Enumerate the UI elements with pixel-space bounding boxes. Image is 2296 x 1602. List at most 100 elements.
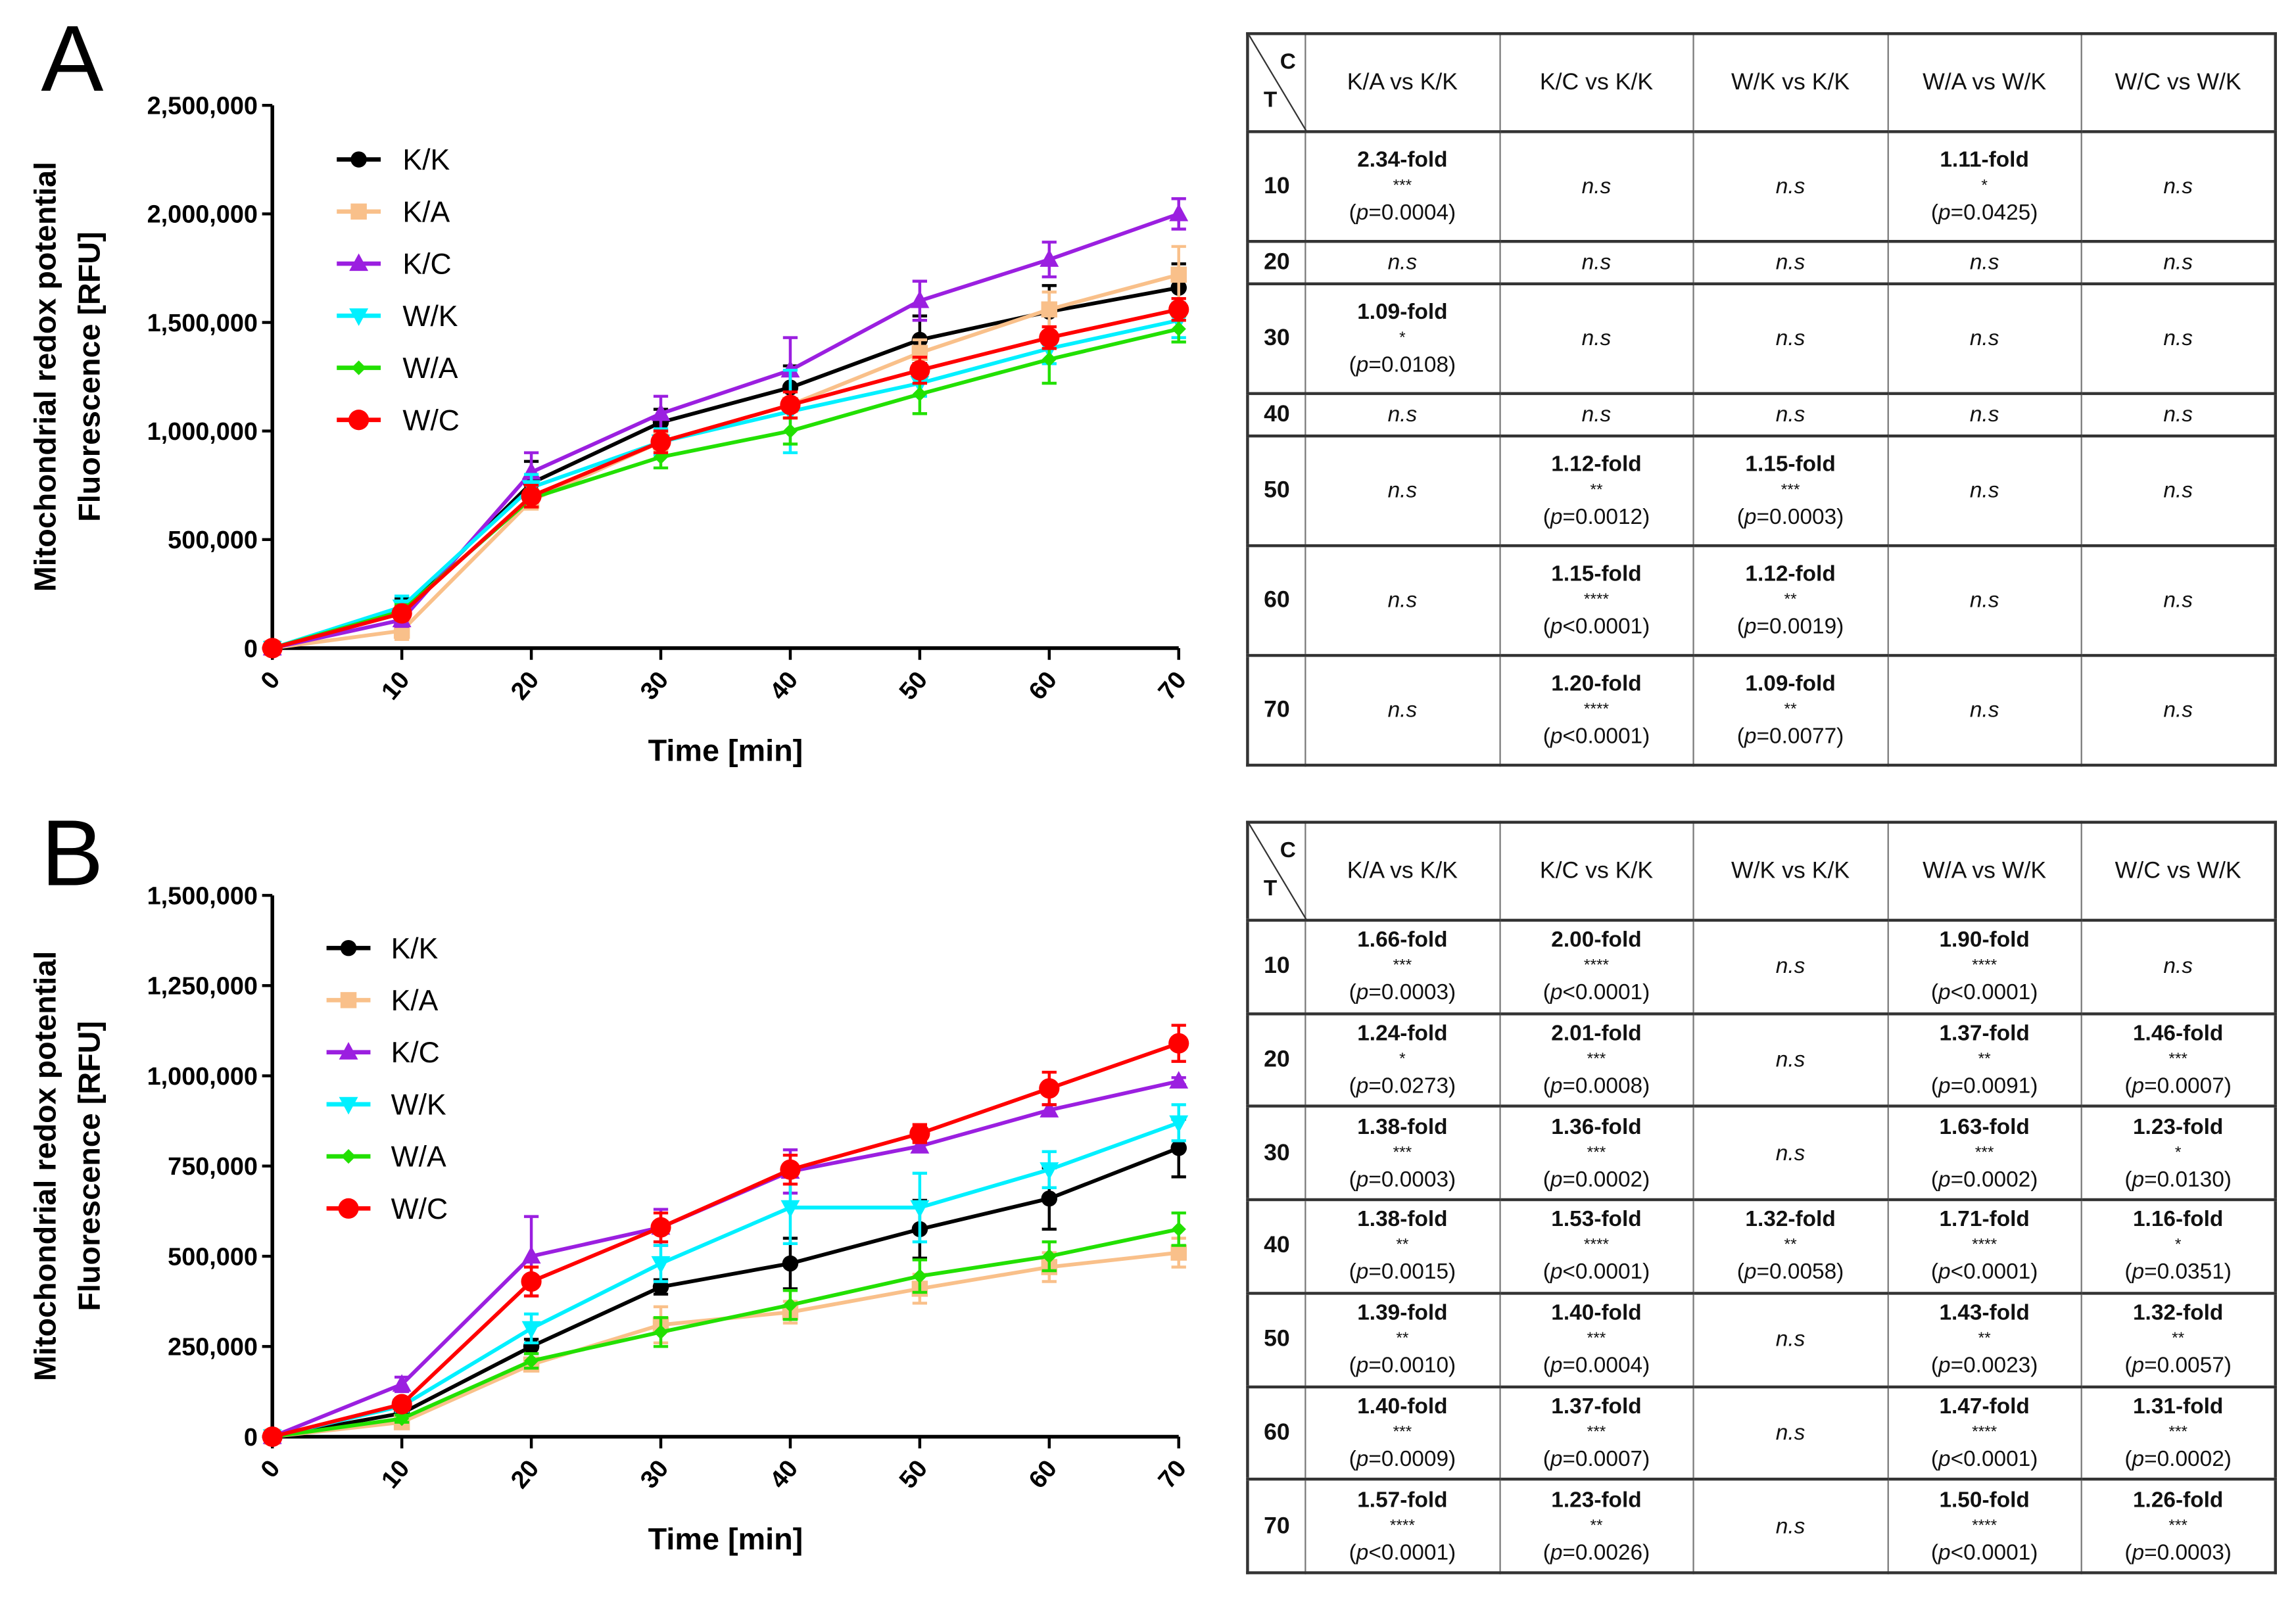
x-tick-label: 20 [506, 667, 544, 705]
significance-stars: **** [1972, 957, 1997, 976]
comparison-cell: n.s [1886, 282, 2082, 394]
fold-change: 1.50-fold [1939, 1487, 2030, 1513]
p-value-number: <0.0001 [1562, 614, 1643, 640]
data-point [910, 290, 930, 308]
comparison-cell: 1.09-fold * (p=0.0108) [1304, 282, 1500, 394]
not-significant: n.s [1775, 1420, 1806, 1446]
fold-change: 1.20-fold [1551, 671, 1642, 697]
p-value-number: =0.0077 [1756, 724, 1837, 749]
data-point [653, 1325, 669, 1340]
data-point [1169, 1115, 1189, 1133]
header-row: C T K/A vs K/K K/C vs K/K W/K vs K/K W/A vs W… [1247, 821, 2276, 922]
p-value: (p=0.0425) [1930, 200, 2038, 225]
data-point [1170, 1140, 1187, 1156]
fold-change: 1.26-fold [2132, 1487, 2224, 1513]
fold-change: 1.90-fold [1939, 928, 2030, 953]
significance-stars: ** [2172, 1330, 2185, 1348]
comparison-cell: 2.34-fold *** (p=0.0004) [1304, 130, 1500, 243]
p-value-number: =0.0003 [2144, 1540, 2224, 1565]
fold-change: 1.09-fold [1745, 671, 1836, 697]
p-value: (p=0.0007) [2124, 1073, 2232, 1099]
p-value-number: =0.0002 [1950, 1167, 2031, 1192]
series-w-a [265, 1211, 1186, 1444]
comparison-cell: n.s [2080, 130, 2276, 243]
row-time-label: 30 [1247, 1105, 1306, 1201]
column-header: K/A vs K/K [1304, 821, 1500, 922]
header-row: C T K/A vs K/K K/C vs K/K W/K vs K/K W/A vs W… [1247, 33, 2276, 133]
p-value-number: =0.0002 [2144, 1446, 2224, 1472]
p-value-number: =0.0002 [1562, 1167, 1643, 1192]
p-value-number: <0.0001 [1368, 1540, 1449, 1565]
y-tick-label: 1,500,000 [147, 310, 258, 337]
p-value: (p<0.0001) [1349, 1540, 1456, 1565]
data-point [521, 1271, 542, 1292]
x-tick-label: 0 [256, 667, 286, 695]
legend-item: K/A [337, 196, 450, 228]
row-time-label: 70 [1247, 1478, 1306, 1574]
significance-stars: ** [1396, 1330, 1409, 1348]
comparison-cell: n.s [1692, 1384, 1888, 1480]
p-value-number: =0.0108 [1368, 352, 1449, 378]
p-value: (p<0.0001) [1543, 614, 1650, 640]
comparison-cell: 1.37-fold ** (p=0.0091) [1886, 1012, 2082, 1108]
fold-change: 1.11-fold [1940, 147, 2029, 173]
significance-stars: *** [1974, 1143, 1994, 1162]
fold-change: 1.24-fold [1357, 1021, 1448, 1047]
comparison-cell: 1.16-fold * (p=0.0351) [2080, 1198, 2276, 1294]
data-point [782, 1255, 799, 1272]
y-tick-label: 1,500,000 [147, 882, 258, 910]
p-value-number: =0.0010 [1368, 1354, 1449, 1378]
row-time-label: 10 [1247, 918, 1306, 1014]
table-row: 20 1.24-fold * (p=0.0273) 2.01-fold *** (p=0.0… [1247, 1012, 2276, 1108]
significance-stars: *** [1393, 177, 1412, 195]
fold-change: 1.23-fold [1551, 1487, 1642, 1513]
data-point [910, 1200, 930, 1218]
data-point [780, 394, 801, 415]
y-tick-label: 500,000 [168, 1243, 258, 1271]
row-time-label: 20 [1247, 239, 1306, 285]
column-header: K/C vs K/K [1498, 33, 1694, 133]
table-row: 30 1.09-fold * (p=0.0108) n.s n.s n.s n.s [1247, 282, 2276, 394]
fold-change: 1.57-fold [1357, 1487, 1448, 1513]
not-significant: n.s [1969, 697, 1999, 723]
y-tick-label: 1,000,000 [147, 1063, 258, 1091]
data-point [521, 486, 542, 507]
comparison-cell: 1.36-fold *** (p=0.0002) [1498, 1105, 1694, 1201]
fold-change: 2.01-fold [1551, 1021, 1642, 1047]
fold-change: 1.40-fold [1357, 1394, 1448, 1419]
significance-stars: ** [1784, 591, 1797, 609]
x-tick-label: 10 [376, 1455, 415, 1494]
chart-panel-b: B 0 250,000 500,000 750,000 1,000,000 1,250,00… [28, 801, 1192, 1556]
y-tick-label: 0 [244, 1424, 258, 1451]
comparison-cell: 1.11-fold * (p=0.0425) [1886, 130, 2082, 243]
comparison-cell: 1.40-fold *** (p=0.0009) [1304, 1384, 1500, 1480]
p-value: (p=0.0130) [2124, 1167, 2232, 1192]
diagonal-divider [1249, 824, 1308, 922]
p-value-number: =0.0130 [2144, 1167, 2224, 1192]
chart-panel-a: A 0 500,000 1,000,000 1,500,000 2,000,000 2,50… [28, 7, 1192, 767]
p-value: (p=0.0012) [1543, 505, 1650, 530]
significance-stars: * [2174, 1143, 2182, 1162]
significance-stars: *** [1393, 1423, 1412, 1441]
data-point [651, 403, 671, 421]
panel-letter: A [41, 7, 103, 111]
comparison-cell: 1.24-fold * (p=0.0273) [1304, 1012, 1500, 1108]
p-value-number: =0.0019 [1756, 614, 1837, 640]
p-value-number: =0.0351 [2144, 1260, 2224, 1286]
y-tick-label: 0 [244, 635, 258, 663]
legend-item: W/K [337, 300, 458, 333]
p-value: (p<0.0001) [1543, 980, 1650, 1006]
comparison-cell: 1.37-fold *** (p=0.0007) [1498, 1384, 1694, 1480]
not-significant: n.s [1775, 1141, 1806, 1166]
comparison-cell: 1.23-fold ** (p=0.0026) [1498, 1478, 1694, 1574]
comparison-cell: 1.57-fold **** (p<0.0001) [1304, 1478, 1500, 1574]
comparison-cell: 1.20-fold **** (p<0.0001) [1498, 653, 1694, 766]
legend-label: K/C [402, 248, 451, 281]
significance-stars: **** [1972, 1423, 1997, 1441]
p-value-number: =0.0003 [1368, 980, 1449, 1006]
y-tick-label: 250,000 [168, 1334, 258, 1361]
significance-stars: *** [2168, 1423, 2188, 1441]
comparison-cell: n.s [2080, 918, 2276, 1014]
comparison-cell: 1.53-fold **** (p<0.0001) [1498, 1198, 1694, 1294]
significance-stars: **** [1389, 1517, 1415, 1534]
